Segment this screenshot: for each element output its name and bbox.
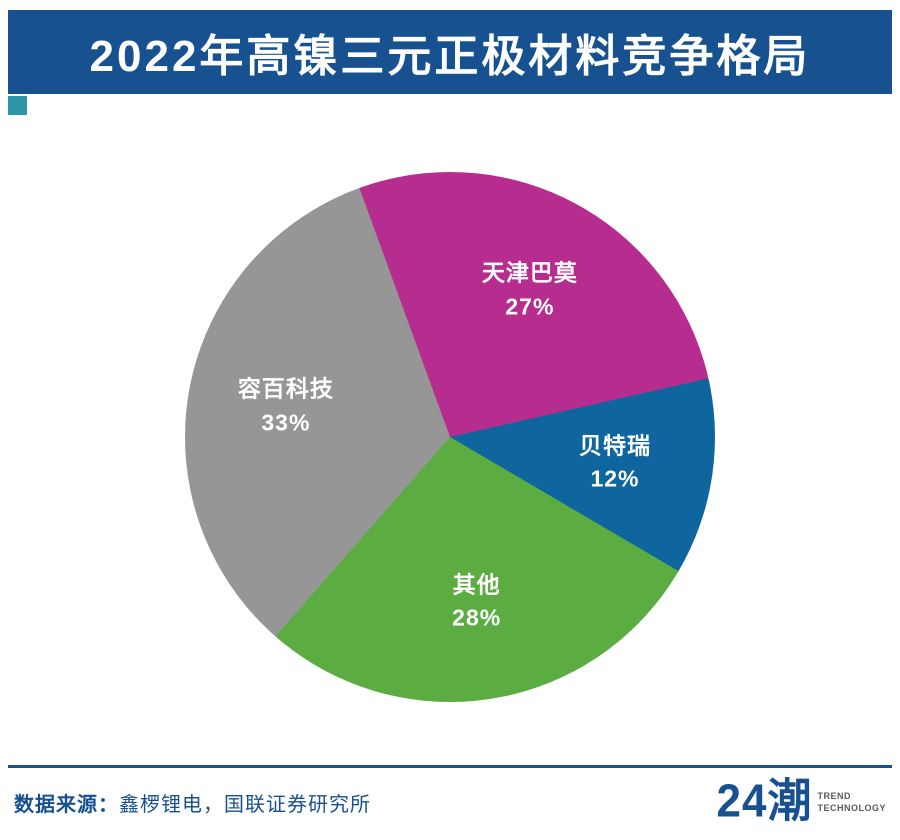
- pie-slice-label: 其他 28%: [452, 568, 501, 635]
- pie-slice-name: 容百科技: [237, 375, 334, 402]
- pie-slice-label: 天津巴莫 27%: [482, 257, 578, 324]
- pie-slice-name: 天津巴莫: [481, 260, 578, 287]
- brand-logo-sub-line1: TREND: [817, 790, 851, 801]
- pie-chart: 天津巴莫 27% 贝特瑞 12% 其他 28% 容百科技 33%: [185, 172, 715, 702]
- brand-logo: 24潮 TREND TECHNOLOGY: [716, 775, 886, 828]
- pie-slice-label: 容百科技 33%: [238, 373, 334, 440]
- data-source: 数据来源：鑫椤锂电，国联证券研究所: [14, 788, 371, 817]
- pie-slice-label: 贝特瑞 12%: [579, 429, 651, 496]
- pie-slice-value: 33%: [261, 409, 311, 436]
- pie-slice-value: 28%: [452, 604, 502, 631]
- brand-logo-sub-line2: TECHNOLOGY: [817, 803, 886, 813]
- pie-slice-name: 贝特瑞: [578, 432, 651, 459]
- footer: 数据来源：鑫椤锂电，国联证券研究所 24潮 TREND TECHNOLOGY: [14, 772, 886, 832]
- title-banner: 2022年高镍三元正极材料竞争格局: [8, 10, 892, 94]
- pie-slice-name: 其他: [452, 571, 501, 598]
- pie-slice-value: 12%: [590, 465, 640, 492]
- brand-logo-subtext: TREND TECHNOLOGY: [817, 790, 886, 814]
- data-source-text: 鑫椤锂电，国联证券研究所: [119, 793, 371, 816]
- footer-divider: [8, 765, 892, 768]
- brand-logo-text: 24潮: [716, 775, 813, 828]
- pie-slice-value: 27%: [505, 293, 555, 320]
- page-title: 2022年高镍三元正极材料竞争格局: [89, 32, 811, 81]
- pie-chart-area: 天津巴莫 27% 贝特瑞 12% 其他 28% 容百科技 33%: [185, 172, 715, 702]
- accent-square: [8, 96, 27, 115]
- data-source-label: 数据来源：: [14, 793, 119, 816]
